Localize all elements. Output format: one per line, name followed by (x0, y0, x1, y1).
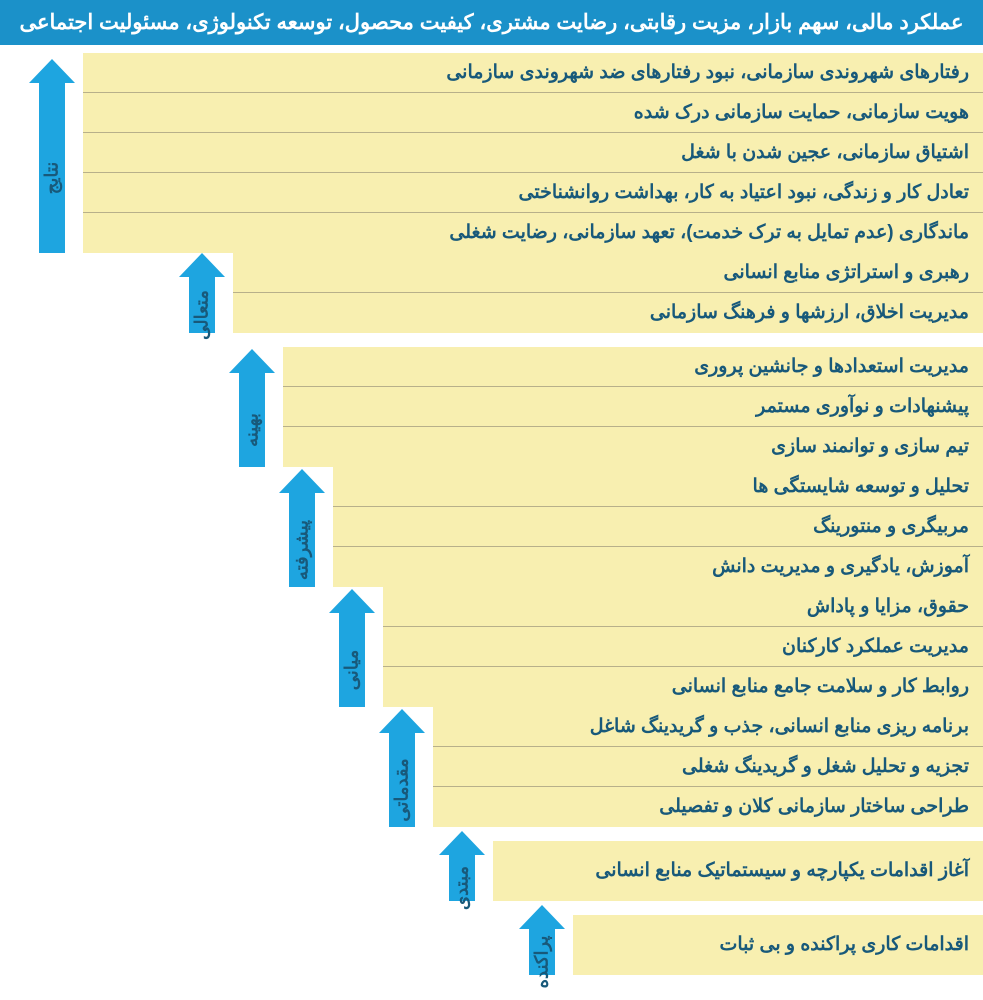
level-label: پراکنده (532, 936, 553, 989)
level-row: پیشنهادات و نوآوری مستمر (283, 387, 983, 427)
arrow-body: مبتدی (449, 855, 475, 901)
arrow-body: پراکنده (529, 929, 555, 975)
arrow-body: پیشرفته (289, 493, 315, 587)
pyramid-stage: رفتارهای شهروندی سازمانی، نبود رفتارهای … (0, 53, 983, 975)
arrow-head-icon (519, 905, 565, 929)
arrow-body: متعالی (189, 277, 215, 333)
arrow-body: مقدماتی (389, 733, 415, 827)
level-row: آغاز اقدامات یکپارچه و سیستماتیک منابع ا… (493, 841, 983, 901)
level-arrow: مبتدی (439, 831, 485, 901)
level-row: تجزیه و تحلیل شغل و گریدینگ شغلی (433, 747, 983, 787)
arrow-head-icon (279, 469, 325, 493)
arrow-head-icon (179, 253, 225, 277)
level-row: روابط کار و سلامت جامع منابع انسانی (383, 667, 983, 707)
level-row: مربیگری و منتورینگ (333, 507, 983, 547)
level-block: مدیریت استعدادها و جانشین پروریپیشنهادات… (283, 347, 983, 467)
level-block: آغاز اقدامات یکپارچه و سیستماتیک منابع ا… (493, 841, 983, 901)
level-arrow: نتایج (29, 59, 75, 253)
level-row: اشتیاق سازمانی، عجین شدن با شغل (83, 133, 983, 173)
level-block: تحلیل و توسعه شایستگی هامربیگری و منتوری… (333, 467, 983, 587)
arrow-body: نتایج (39, 83, 65, 253)
arrow-body: میانی (339, 613, 365, 707)
level-label: مبتدی (452, 866, 473, 910)
header-band: عملکرد مالی، سهم بازار، مزیت رقابتی، رضا… (0, 0, 983, 45)
level-label: پیشرفته (292, 520, 313, 580)
level-row: ماندگاری (عدم تمایل به ترک خدمت)، تعهد س… (83, 213, 983, 253)
arrow-head-icon (329, 589, 375, 613)
level-block: برنامه ریزی منابع انسانی، جذب و گریدینگ … (433, 707, 983, 827)
level-row: تحلیل و توسعه شایستگی ها (333, 467, 983, 507)
header-text: عملکرد مالی، سهم بازار، مزیت رقابتی، رضا… (20, 11, 964, 34)
level-arrow: بهینه (229, 349, 275, 467)
level-row: رفتارهای شهروندی سازمانی، نبود رفتارهای … (83, 53, 983, 93)
level-row: آموزش، یادگیری و مدیریت دانش (333, 547, 983, 587)
level-arrow: متعالی (179, 253, 225, 333)
arrow-body: بهینه (239, 373, 265, 467)
level-block: اقدامات کاری پراکنده و بی ثبات (573, 915, 983, 975)
arrow-head-icon (229, 349, 275, 373)
level-row: تعادل کار و زندگی، نبود اعتیاد به کار، ب… (83, 173, 983, 213)
level-row: اقدامات کاری پراکنده و بی ثبات (573, 915, 983, 975)
level-arrow: پیشرفته (279, 469, 325, 587)
level-block: حقوق، مزایا و پاداشمدیریت عملکرد کارکنان… (383, 587, 983, 707)
level-block: رهبری و استراتژی منابع انسانیمدیریت اخلا… (233, 253, 983, 333)
level-arrow: میانی (329, 589, 375, 707)
level-label: بهینه (242, 413, 263, 447)
level-label: مقدماتی (392, 758, 413, 821)
arrow-head-icon (379, 709, 425, 733)
level-label: نتایج (42, 162, 63, 195)
level-label: متعالی (192, 290, 213, 340)
level-row: برنامه ریزی منابع انسانی، جذب و گریدینگ … (433, 707, 983, 747)
level-row: تیم سازی و توانمند سازی (283, 427, 983, 467)
level-block: رفتارهای شهروندی سازمانی، نبود رفتارهای … (83, 53, 983, 253)
level-row: طراحی ساختار سازمانی کلان و تفصیلی (433, 787, 983, 827)
arrow-head-icon (29, 59, 75, 83)
level-row: حقوق، مزایا و پاداش (383, 587, 983, 627)
level-row: رهبری و استراتژی منابع انسانی (233, 253, 983, 293)
level-row: مدیریت اخلاق، ارزشها و فرهنگ سازمانی (233, 293, 983, 333)
level-arrow: پراکنده (519, 905, 565, 975)
arrow-head-icon (439, 831, 485, 855)
level-row: مدیریت عملکرد کارکنان (383, 627, 983, 667)
level-row: هویت سازمانی، حمایت سازمانی درک شده (83, 93, 983, 133)
level-arrow: مقدماتی (379, 709, 425, 827)
level-label: میانی (342, 650, 363, 691)
level-row: مدیریت استعدادها و جانشین پروری (283, 347, 983, 387)
